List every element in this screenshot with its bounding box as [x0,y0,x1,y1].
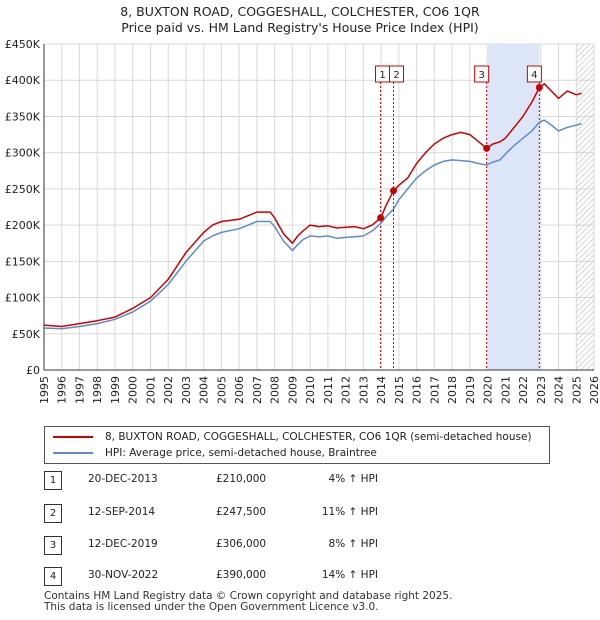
x-tick-label: 2017 [428,376,441,404]
license-notice: This data is licensed under the Open Gov… [44,601,379,613]
legend-item-property: 8, BUXTON ROAD, COGGESHALL, COLCHESTER, … [53,429,532,445]
series-layer [43,83,582,330]
sale-marker-box [389,65,405,83]
x-tick-label: 2004 [198,376,211,404]
sale-number-badge: 3 [44,536,62,555]
x-tick-label: 2018 [446,376,459,404]
sale-price: £247,500 [216,506,267,518]
sale-price: £390,000 [216,569,267,581]
sale-marker-box [526,65,542,83]
x-tick-label: 2013 [357,376,370,404]
sale-date: 12-SEP-2014 [88,506,156,518]
y-tick-label: £150K [5,255,41,268]
sale-date: 30-NOV-2022 [88,569,159,581]
sale-date: 20-DEC-2013 [88,473,158,485]
x-tick-label: 2020 [482,376,495,404]
x-tick-label: 2022 [517,376,530,404]
x-tick-label: 2015 [393,376,406,404]
legend-label-hpi: HPI: Average price, semi-detached house,… [105,447,377,459]
x-tick-label: 2005 [215,376,228,404]
sale-hpi-change: 14% ↑ HPI [321,569,378,581]
x-tick-label: 2014 [375,376,388,404]
sale-date: 12-DEC-2019 [88,538,158,550]
tick-label-layer: £0 £50K £100K £150K £200K £250K £300K £350K £400… [5,38,600,404]
sale-marker-label: 4 [531,70,537,81]
sale-marker-label: 2 [393,70,399,81]
x-tick-label: 2025 [570,376,583,404]
table-row: 1 20-DEC-2013 £210,000 4% ↑ HPI [44,471,564,491]
sale-number-badge: 1 [44,471,62,490]
sale-price: £306,000 [216,538,267,550]
sale-hpi-change: 11% ↑ HPI [321,506,378,518]
x-tick-label: 2009 [286,376,299,404]
sale-point [390,187,398,195]
sale-hpi-change: 8% ↑ HPI [328,538,378,550]
x-tick-label: 2010 [304,376,317,404]
y-tick-label: £400K [5,74,41,87]
shade-layer [486,44,594,370]
sale-point [377,214,385,222]
table-row: 3 12-DEC-2019 £306,000 8% ↑ HPI [44,536,564,556]
x-tick-label: 2001 [144,376,157,404]
x-tick-label: 2003 [180,376,193,404]
x-tick-label: 2026 [588,376,600,404]
x-tick-label: 1999 [109,376,122,404]
sale-marker-label: 1 [379,70,385,81]
y-tick-label: £200K [5,219,41,232]
x-tick-label: 2012 [340,376,353,404]
y-tick-label: £300K [5,147,41,160]
sale-point [535,83,543,91]
y-tick-label: £450K [5,38,41,51]
sale-point [483,144,491,152]
chart-title: 8, BUXTON ROAD, COGGESHALL, COLCHESTER, … [120,4,480,19]
x-tick-label: 2016 [411,376,424,404]
shaded-period [486,44,540,370]
sale-number-badge: 2 [44,504,62,523]
legend-swatch-hpi [53,452,93,454]
hatched-region [576,44,594,370]
y-tick-label: £250K [5,183,41,196]
sale-hpi-change: 4% ↑ HPI [328,473,378,485]
sale-marker-label: 3 [478,70,484,81]
x-tick-label: 1996 [56,376,69,404]
property-price-line [43,83,582,328]
x-tick-label: 2002 [162,376,175,404]
legend-swatch-property [53,436,93,438]
y-tick-label: £100K [5,292,41,305]
y-tick-label: £350K [5,110,41,123]
x-tick-label: 2000 [127,376,140,404]
sale-marker-box [474,65,490,83]
x-tick-label: 2019 [464,376,477,404]
sale-number-badge: 4 [44,567,62,586]
chart-subtitle: Price paid vs. HM Land Registry's House … [121,20,479,35]
x-tick-label: 2006 [233,376,246,404]
x-tick-label: 2008 [269,376,282,404]
hpi-line [43,119,582,330]
x-tick-label: 1997 [73,376,86,404]
legend-item-hpi: HPI: Average price, semi-detached house,… [53,445,377,461]
legend: 8, BUXTON ROAD, COGGESHALL, COLCHESTER, … [44,426,550,464]
x-tick-label: 1998 [91,376,104,404]
legend-label-property: 8, BUXTON ROAD, COGGESHALL, COLCHESTER, … [105,431,532,443]
table-row: 2 12-SEP-2014 £247,500 11% ↑ HPI [44,504,564,524]
table-row: 4 30-NOV-2022 £390,000 14% ↑ HPI [44,567,564,587]
x-tick-label: 2007 [251,376,264,404]
x-tick-label: 2011 [322,376,335,404]
y-tick-label: £50K [12,328,41,341]
x-tick-label: 2021 [499,376,512,404]
x-tick-label: 2024 [553,376,566,404]
x-tick-label: 2023 [535,376,548,404]
sale-price: £210,000 [216,473,267,485]
x-tick-label: 1995 [38,376,51,404]
axis-layer [43,44,594,371]
copyright-notice: Contains HM Land Registry data © Crown c… [44,590,453,602]
y-tick-label: £0 [26,364,40,377]
